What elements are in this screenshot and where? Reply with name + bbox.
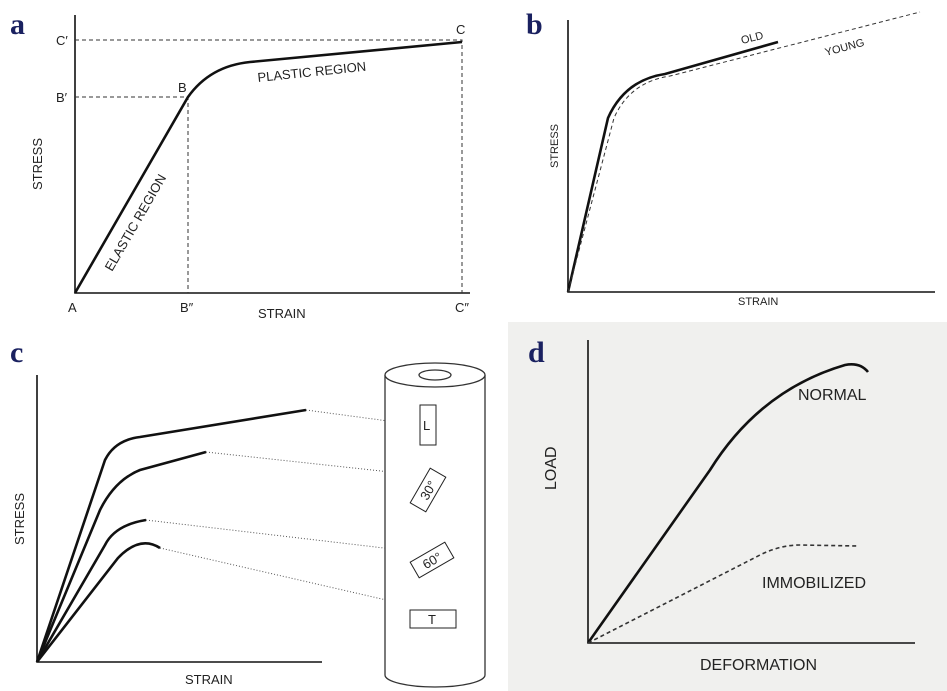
axes: [36, 375, 322, 663]
cylinder: [384, 375, 486, 688]
axes: [74, 15, 470, 294]
curve: [35, 518, 147, 663]
curve-label: IMMOBILIZED: [762, 575, 866, 592]
specimen: [409, 609, 457, 629]
specimen: [419, 404, 437, 446]
curve-immobilized: [587, 544, 859, 644]
x-axis-label: STRAIN: [258, 306, 306, 321]
x-axis-label: DEFORMATION: [700, 657, 817, 674]
panel-label: b: [526, 8, 543, 41]
panel-label: d: [528, 336, 545, 369]
point-label: A: [68, 300, 77, 315]
curve-old: [566, 40, 779, 293]
point-label: C′: [56, 33, 68, 48]
panel-d: d NORMAL IMMOBILIZED DEFORMATION LOAD: [508, 322, 947, 691]
curve: [35, 450, 207, 663]
x-axis-label: STRAIN: [738, 296, 778, 308]
curve-young: [567, 11, 921, 293]
y-axis-label: STRESS: [12, 493, 27, 545]
curve-label: NORMAL: [798, 387, 867, 404]
point-label: B: [178, 80, 187, 95]
panel-a: a C′ B′ B C A B″ C″ STRAIN STRESS ELASTI…: [10, 8, 470, 321]
point-label: B″: [180, 300, 194, 315]
point-label: C: [456, 22, 465, 37]
leader-lines: [145, 409, 419, 606]
point-label: C″: [455, 300, 469, 315]
axes: [567, 20, 935, 293]
curve-normal: [586, 363, 870, 644]
specimen-label: T: [428, 612, 436, 627]
y-axis-label: STRESS: [549, 124, 561, 168]
curve: [35, 408, 307, 663]
panel-label: a: [10, 8, 25, 41]
region-label: PLASTIC REGION: [257, 59, 367, 85]
point-label: B′: [56, 90, 68, 105]
x-axis-label: STRAIN: [185, 672, 233, 687]
curve-label: YOUNG: [824, 37, 866, 59]
specimen-label: L: [423, 418, 430, 433]
y-axis-label: LOAD: [543, 446, 560, 490]
panel-c: c L 30° 60° T STRAIN STRESS: [10, 336, 486, 688]
curve: [35, 542, 161, 663]
panel-background: [508, 322, 947, 691]
y-axis-label: STRESS: [30, 138, 45, 190]
panel-b: b OLD YOUNG STRAIN STRESS: [526, 8, 935, 308]
panel-label: c: [10, 336, 23, 369]
curve-label: OLD: [740, 30, 765, 47]
cylinder-bore: [418, 369, 452, 381]
curve: [73, 40, 463, 294]
